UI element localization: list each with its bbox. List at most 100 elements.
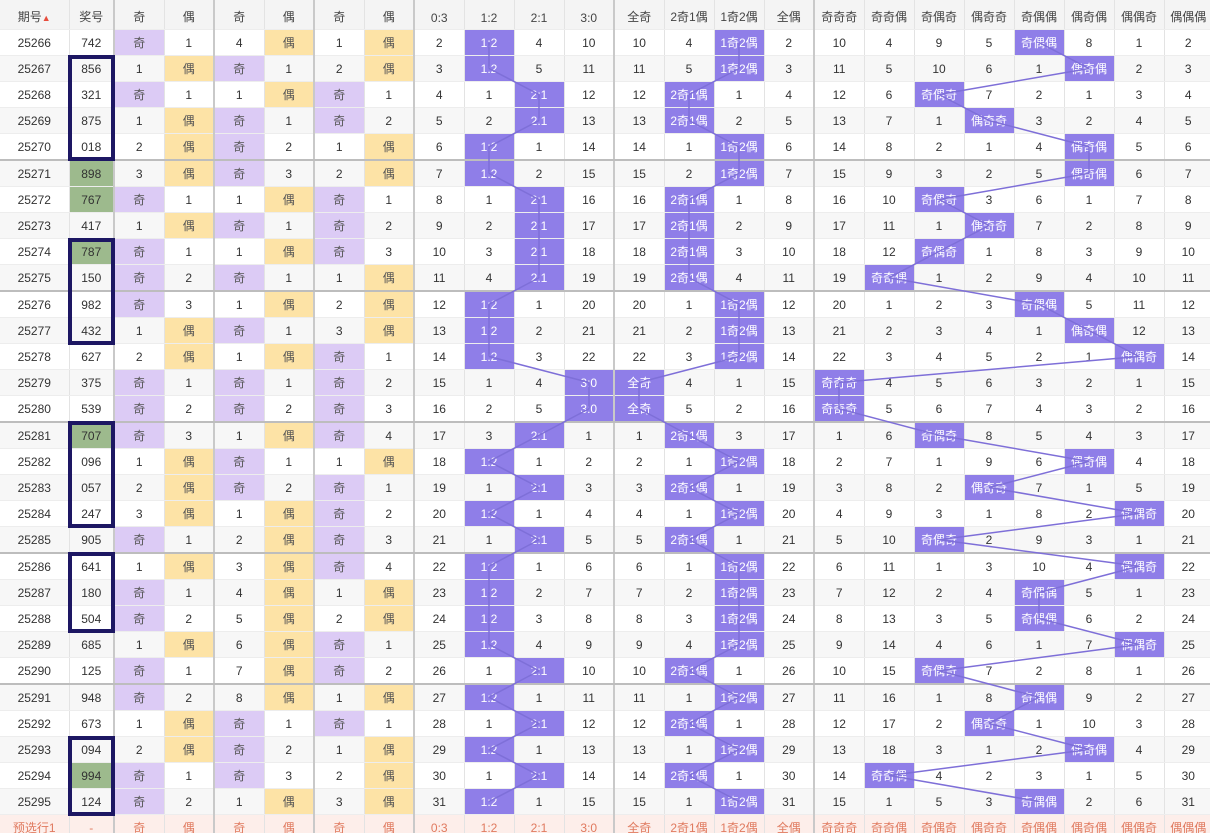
trend-cell: 奇	[114, 264, 165, 292]
preselect-option[interactable]: 奇	[314, 814, 365, 833]
preselect-option[interactable]: 偶	[364, 814, 415, 833]
issue-cell: 25267	[0, 55, 70, 82]
table-row: 25282 096 1 偶奇 1 1 偶 18 1:2 1 2 2 1 1奇2偶 18 2 7 1 9 6 偶奇偶 4 18	[0, 448, 1210, 475]
trend-cell: 1	[464, 526, 515, 554]
trend-cell: 13	[564, 736, 615, 763]
trend-cell: 18	[814, 238, 865, 265]
preselect-option[interactable]: 偶偶奇	[1114, 814, 1165, 833]
trend-cell: 1	[264, 710, 315, 737]
trend-cell: 奇	[114, 81, 165, 108]
trend-cell: 偶	[164, 631, 215, 658]
trend-cell: 5	[1064, 579, 1115, 606]
trend-cell: 5	[814, 526, 865, 554]
trend-cell: 奇	[214, 448, 265, 475]
table-row: 25267 856 1 偶奇 1 2 偶 3 1:2 5 11 11 5 1奇2偶 3 11 5 10 6 1 偶奇偶 2…	[0, 55, 1210, 82]
trend-cell: 16	[414, 395, 465, 423]
trend-cell: 6	[914, 395, 965, 423]
preselect-row[interactable]: 预选行1- 奇偶奇偶奇偶 0:3 1:2 2:1 3:0 全奇 2奇1偶 1奇2偶 全偶 奇奇奇 奇奇…	[0, 814, 1210, 833]
trend-cell: 奇偶奇	[914, 526, 965, 554]
trend-cell: 1	[364, 186, 415, 213]
trend-cell: 7	[1014, 212, 1065, 239]
trend-cell: 奇偶偶	[1014, 291, 1065, 318]
trend-cell: 1奇2偶	[714, 160, 765, 187]
issue-cell: 25288	[0, 605, 70, 632]
trend-cell: 1	[1014, 631, 1065, 658]
issue-cell: 25273	[0, 212, 70, 239]
trend-cell: 4	[914, 343, 965, 370]
trend-cell: 1	[214, 343, 265, 370]
trend-cell: 偶	[364, 736, 415, 763]
trend-cell: 12	[614, 81, 665, 108]
preselect-option[interactable]: 偶	[164, 814, 215, 833]
table-row: 25266 742 奇 1 4 偶 1 偶 2 1:2 4 10 10 4 1奇2偶 2 10 4 9 5 奇偶偶 8 1 2	[0, 29, 1210, 56]
trend-cell: 1:2	[464, 291, 515, 318]
prize-number-cell: 375	[69, 369, 115, 396]
trend-cell: 2奇1偶	[664, 710, 715, 737]
trend-cell: 偶奇偶	[1064, 736, 1115, 763]
preselect-option[interactable]: 全奇	[614, 814, 665, 833]
sort-arrows-icon[interactable]: ▲	[41, 13, 51, 23]
preselect-option[interactable]: 奇奇奇	[814, 814, 865, 833]
trend-cell: 7	[214, 657, 265, 685]
trend-cell: 3	[364, 526, 415, 554]
preselect-option[interactable]: 3:0	[564, 814, 615, 833]
trend-cell: 1	[964, 238, 1015, 265]
trend-cell: 10	[1014, 553, 1065, 580]
trend-cell: 22	[814, 343, 865, 370]
trend-cell: 9	[864, 500, 915, 527]
trend-cell: 1	[1064, 186, 1115, 213]
trend-cell: 3	[1064, 526, 1115, 554]
preselect-option[interactable]: 0:3	[414, 814, 465, 833]
trend-cell: 4	[364, 553, 415, 580]
preselect-option[interactable]: 1:2	[464, 814, 515, 833]
trend-cell: 7	[1014, 474, 1065, 501]
issue-cell: 25270	[0, 133, 70, 161]
issue-cell: 25281	[0, 422, 70, 449]
trend-cell: 奇偶偶	[1014, 29, 1065, 56]
trend-cell: 奇	[214, 133, 265, 161]
trend-cell: 奇	[114, 29, 165, 56]
trend-cell: 22	[614, 343, 665, 370]
preselect-option[interactable]: 2奇1偶	[664, 814, 715, 833]
preselect-option[interactable]: 1奇2偶	[714, 814, 765, 833]
issue-header[interactable]: 期号▲	[0, 0, 70, 30]
table-row: 25274 787 奇 1 1 偶奇 3 10 3 2:1 18 18 2奇1偶 3 10 18 12 奇偶奇 1 8…	[0, 238, 1210, 265]
trend-cell: 9	[1164, 212, 1210, 239]
preselect-option[interactable]: 全偶	[764, 814, 815, 833]
trend-cell: 2	[864, 317, 915, 344]
issue-cell: 25292	[0, 710, 70, 737]
table-row: 25285 905 奇 1 2 偶奇 3 21 1 2:1 5 5 2奇1偶 1 21 5 10 奇偶奇 2 9 3 1 2…	[0, 526, 1210, 554]
trend-cell: 11	[1114, 291, 1165, 318]
preselect-option[interactable]: 奇	[114, 814, 165, 833]
trend-cell: 12	[614, 710, 665, 737]
trend-cell: 1	[164, 657, 215, 685]
trend-cell: 1	[214, 238, 265, 265]
preselect-option[interactable]: 奇奇偶	[864, 814, 915, 833]
trend-cell: 3	[364, 395, 415, 423]
trend-cell: 5	[1014, 160, 1065, 187]
preselect-option[interactable]: 偶奇奇	[964, 814, 1015, 833]
col-header-4: 奇	[314, 0, 365, 30]
preselect-option[interactable]: 2:1	[514, 814, 565, 833]
prize-number-cell: 641	[69, 553, 115, 580]
trend-cell: 3	[1014, 107, 1065, 134]
trend-cell: 偶偶奇	[1114, 500, 1165, 527]
preselect-option[interactable]: 奇偶偶	[1014, 814, 1065, 833]
trend-cell: 24	[414, 605, 465, 632]
preselect-option[interactable]: 奇	[214, 814, 265, 833]
preselect-option[interactable]: 偶奇偶	[1064, 814, 1115, 833]
trend-cell: 12	[564, 81, 615, 108]
trend-cell: 1	[1014, 710, 1065, 737]
issue-cell: 25280	[0, 395, 70, 423]
preselect-option[interactable]: 偶	[264, 814, 315, 833]
preselect-option[interactable]: 偶偶偶	[1164, 814, 1210, 833]
preselect-option[interactable]: 奇偶奇	[914, 814, 965, 833]
prize-number-cell: 321	[69, 81, 115, 108]
trend-cell: 偶	[264, 422, 315, 449]
trend-cell: 1	[264, 212, 315, 239]
trend-cell: 奇	[214, 107, 265, 134]
trend-cell: 偶	[164, 133, 215, 161]
table-row: 25277 432 1 偶奇 1 3 偶 13 1:2 2 21 21 2 1奇2偶 13 21 2 3 4 1 偶奇偶…	[0, 317, 1210, 344]
trend-cell: 1奇2偶	[714, 448, 765, 475]
